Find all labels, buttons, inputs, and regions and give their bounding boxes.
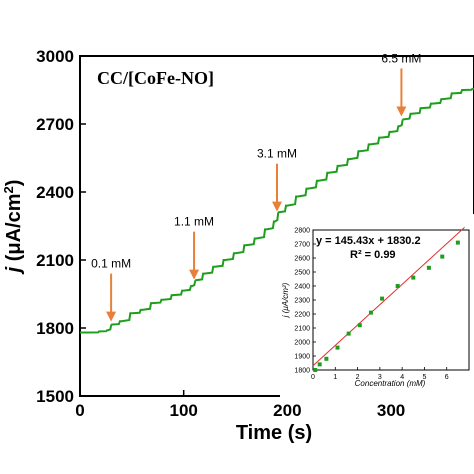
inset-data-point: [357, 323, 362, 328]
inset-data-point: [380, 296, 385, 301]
inset-x-tick-label: 6: [445, 374, 449, 381]
inset-x-tick-label: 1: [333, 374, 337, 381]
inset-y-tick-label: 2100: [294, 326, 310, 333]
main-x-ticks: 0 100 200 300: [75, 390, 405, 420]
inset-y-tick-label: 2600: [294, 256, 310, 263]
main-y-axis-title: j (μA/cm2): [1, 180, 25, 276]
inset-y-tick-label: 2300: [294, 298, 310, 305]
inset-y-ticks: 1800 1900 2000 2100 2200 2300 2400 2500 2600 2700…: [294, 228, 316, 375]
inset-data-point: [317, 362, 322, 367]
annotation-label: 0.1 mM: [91, 257, 131, 271]
main-x-tick-label: 100: [169, 401, 197, 420]
main-y-tick-label: 1500: [36, 387, 74, 406]
inset-data-point: [440, 254, 445, 259]
main-y-tick-label: 1800: [36, 319, 74, 338]
main-plot: 1500 1800 2100 2400 2700 3000 0 100 200 300 0.1 …: [1, 47, 474, 444]
main-x-tick-label: 0: [75, 401, 84, 420]
inset-data-point: [411, 275, 416, 280]
inset-x-tick-label: 3: [378, 374, 382, 381]
inset-equation: y = 145.43x + 1830.2: [316, 235, 421, 247]
inset-x-ticks: 0 1 2 3 4 5 6: [311, 367, 449, 381]
inset-data-point: [346, 331, 351, 336]
main-y-tick-label: 3000: [36, 47, 74, 66]
inset-data-point: [455, 240, 460, 245]
inset-x-tick-label: 2: [356, 374, 360, 381]
inset-y-tick-label: 1900: [294, 354, 310, 361]
main-plot-frame: [79, 55, 474, 397]
main-x-tick-label: 200: [273, 401, 301, 420]
annotation-label: 6.5 mM: [381, 51, 421, 65]
main-y-ticks: 1500 1800 2100 2400 2700 3000: [36, 47, 86, 406]
inset-y-tick-label: 1800: [294, 368, 310, 375]
inset-data-point: [426, 265, 431, 270]
inset-plot: 1800 1900 2000 2100 2200 2300 2400 2500 2600 2700…: [280, 214, 474, 402]
inset-data-points: [313, 240, 460, 372]
inset-data-point: [395, 284, 400, 288]
inset-r-squared: R² = 0.99: [350, 249, 396, 261]
main-y-tick-label: 2100: [36, 251, 74, 270]
chart-label: CC/[CoFe-NO]: [97, 68, 214, 88]
inset-data-point: [324, 356, 329, 361]
annotation-arrowhead: [189, 269, 200, 280]
inset-x-axis-title: Concentration (mM): [355, 379, 426, 388]
inset-y-tick-label: 2000: [294, 340, 310, 347]
main-y-axis-symbol: j: [3, 266, 25, 275]
inset-y-axis-title: j (μA/cm²): [281, 282, 290, 318]
main-y-axis-sup: 2: [1, 186, 16, 193]
inset-y-tick-label: 2700: [294, 242, 310, 249]
main-x-axis-title: Time (s): [236, 422, 312, 444]
inset-background: [280, 214, 474, 402]
inset-fit-line: [312, 226, 465, 367]
main-data-line: [80, 87, 474, 334]
annotation-arrowhead: [396, 106, 407, 117]
inset-y-tick-label: 2800: [294, 228, 310, 235]
annotation-label: 3.1 mM: [257, 147, 297, 161]
inset-y-tick-label: 2400: [294, 284, 310, 291]
inset-x-tick-label: 4: [400, 374, 404, 381]
inset-x-tick-label: 5: [422, 374, 426, 381]
inset-data-point: [368, 310, 373, 315]
inset-y-tick-label: 2200: [294, 312, 310, 319]
inset-y-tick-label: 2500: [294, 270, 310, 277]
annotation-arrowhead: [106, 311, 117, 322]
main-y-tick-label: 2700: [36, 115, 74, 134]
main-y-axis-close: ): [3, 180, 25, 187]
inset-x-tick-label: 0: [311, 374, 315, 381]
annotation-label: 1.1 mM: [174, 215, 214, 229]
main-y-tick-label: 2400: [36, 183, 74, 202]
inset-data-point: [313, 368, 318, 372]
inset-data-point: [335, 345, 340, 350]
annotation-arrowhead: [272, 201, 282, 212]
concentration-annotations: 0.1 mM 1.1 mM 3.1 mM 6.5 mM: [91, 51, 421, 322]
main-y-axis-unit: (μA/cm: [3, 193, 25, 266]
main-x-tick-label: 300: [377, 401, 405, 420]
